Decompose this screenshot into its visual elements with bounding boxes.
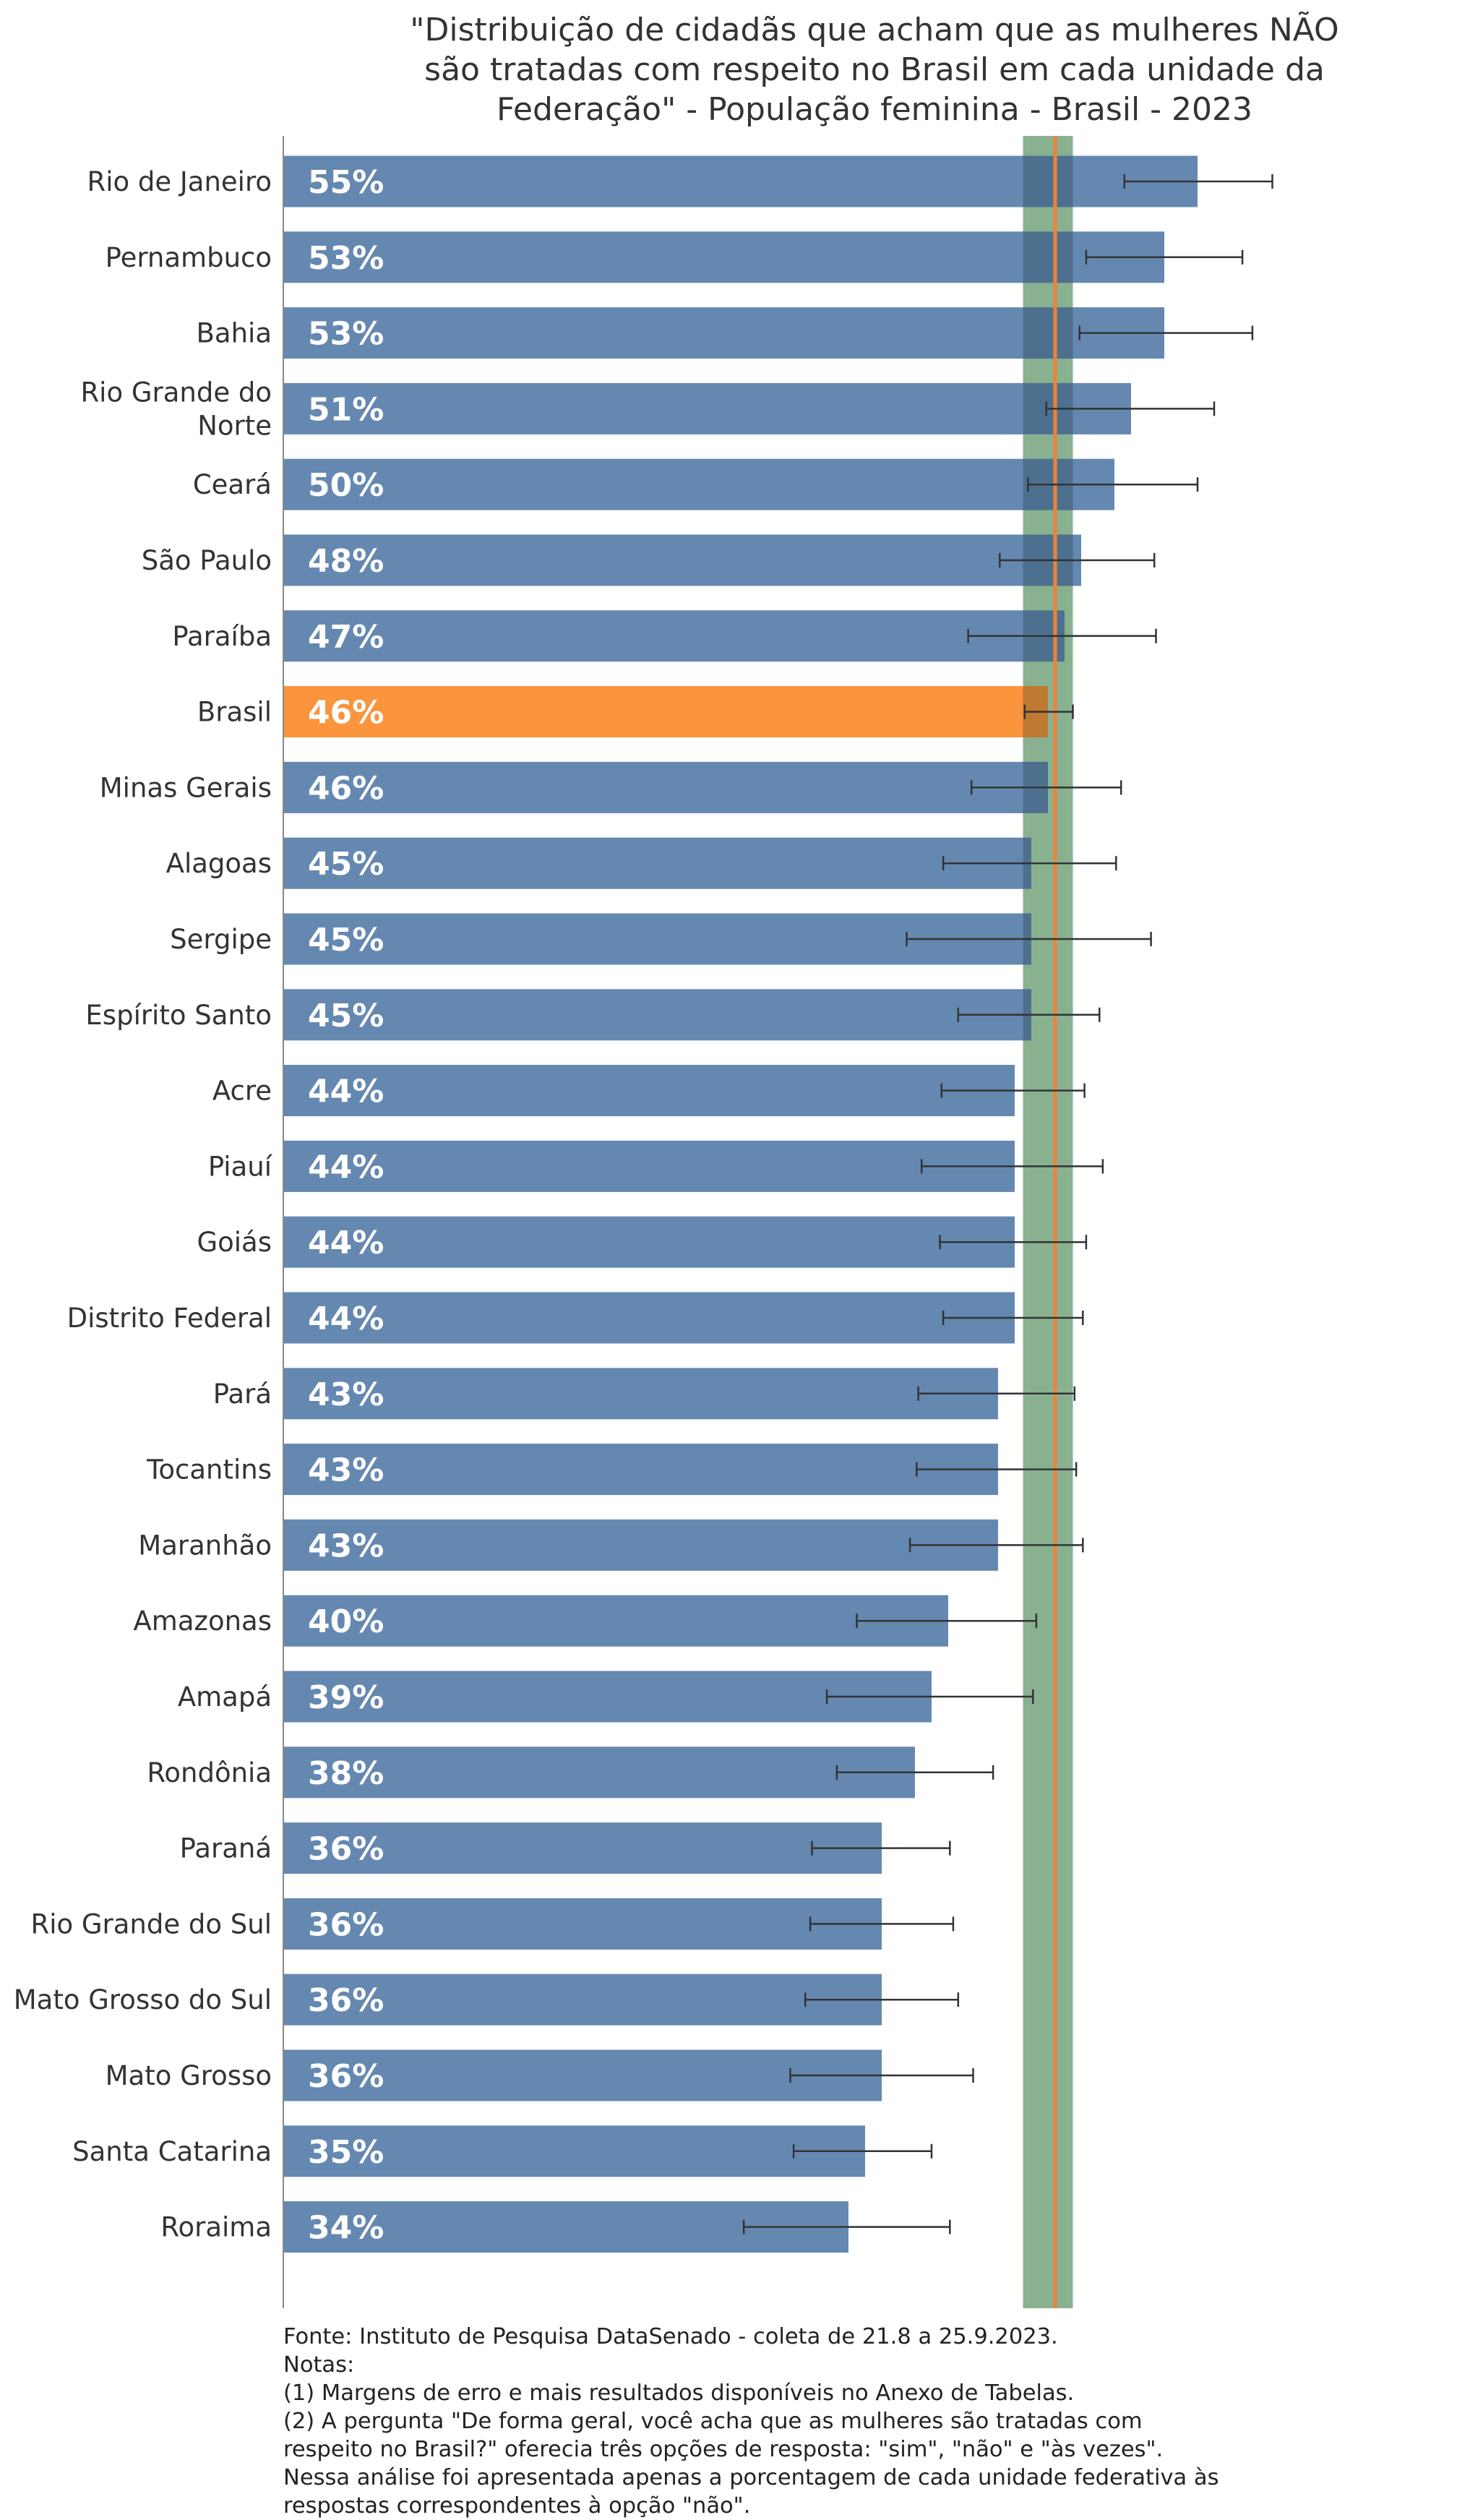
- bar-value-label: 44%: [308, 1149, 384, 1186]
- confidence-band-overlay: [1023, 136, 1073, 2308]
- bar: [283, 1671, 932, 1723]
- bar: [283, 231, 1164, 283]
- bar-value-label: 45%: [308, 998, 384, 1034]
- error-bars-layer: [742, 174, 1273, 2234]
- bar: [283, 1519, 998, 1571]
- notes-heading: Notas:: [283, 2352, 355, 2378]
- overlay-layer: [1023, 136, 1073, 2308]
- bar-value-label: 35%: [308, 2134, 384, 2171]
- category-label: Acre: [212, 1076, 272, 1107]
- source-note: Fonte: Instituto de Pesquisa DataSenado …: [283, 2324, 1058, 2349]
- bar-value-label: 36%: [308, 2058, 384, 2095]
- category-label: Roraima: [160, 2212, 272, 2243]
- bar-value-label: 47%: [308, 619, 384, 656]
- bar: [283, 1292, 1015, 1344]
- bar: [283, 1595, 948, 1647]
- bar-value-label: 45%: [308, 846, 384, 883]
- category-label: Mato Grosso do Sul: [14, 1984, 272, 2015]
- bar-value-label: 36%: [308, 1831, 384, 1868]
- bar-value-label: 51%: [308, 391, 384, 428]
- category-label: Mato Grosso: [106, 2060, 272, 2091]
- bar-value-label: 55%: [308, 164, 384, 201]
- bar-value-label: 53%: [308, 316, 384, 353]
- category-label: Rio de Janeiro: [87, 166, 272, 197]
- category-label: Paraná: [180, 1833, 272, 1864]
- bar: [283, 382, 1131, 434]
- bar-value-label: 53%: [308, 240, 384, 277]
- bar: [283, 610, 1065, 662]
- bar: [283, 458, 1114, 510]
- bar-value-label: 40%: [308, 1603, 384, 1640]
- category-label: Distrito Federal: [67, 1303, 272, 1334]
- bar-value-label: 43%: [308, 1376, 384, 1413]
- note-1: (1) Margens de erro e mais resultados di…: [283, 2380, 1075, 2406]
- bar-value-label: 48%: [308, 543, 384, 580]
- bar-value-label: 45%: [308, 922, 384, 959]
- bar: [283, 534, 1081, 586]
- bar: [283, 989, 1031, 1041]
- bar-value-label: 36%: [308, 1906, 384, 1943]
- notes-block: Fonte: Instituto de Pesquisa DataSenado …: [283, 2323, 1223, 2520]
- bar-value-label: 46%: [308, 770, 384, 807]
- category-label: Rondônia: [147, 1757, 272, 1788]
- category-label: Ceará: [193, 469, 272, 500]
- bar-value-label: 39%: [308, 1679, 384, 1716]
- category-label: Pernambuco: [106, 242, 272, 273]
- category-label: Amazonas: [134, 1606, 272, 1637]
- bar-value-label: 50%: [308, 467, 384, 504]
- category-label: Bahia: [197, 318, 272, 349]
- chart-title: "Distribuição de cidadãs que acham que a…: [410, 11, 1338, 128]
- bar: [283, 1140, 1015, 1192]
- category-label: Goiás: [197, 1227, 272, 1258]
- bar: [283, 2125, 865, 2177]
- bar: [283, 1973, 882, 2026]
- bar-value-label: 44%: [308, 1073, 384, 1110]
- category-label: Espírito Santo: [85, 1000, 272, 1031]
- bar-value-label: 34%: [308, 2210, 384, 2247]
- bar-value-label: 43%: [308, 1527, 384, 1564]
- category-label: Rio Grande do Sul: [30, 1908, 272, 1940]
- category-label: Tocantins: [146, 1454, 272, 1486]
- bar-value-label: 44%: [308, 1225, 384, 1261]
- category-label: Brasil: [197, 697, 272, 728]
- bar-value-label: 38%: [308, 1755, 384, 1792]
- labels-layer: 55% Rio de Janeiro 53% Pernambuco 53% Bahia 51…: [14, 164, 384, 2247]
- category-label: Paraíba: [172, 621, 272, 652]
- bar: [283, 1368, 998, 1420]
- bar: [283, 1216, 1015, 1268]
- bar-value-label: 43%: [308, 1452, 384, 1489]
- bar: [283, 1444, 998, 1496]
- category-label: Maranhão: [138, 1530, 272, 1561]
- bar-value-label: 44%: [308, 1300, 384, 1337]
- chart-title-line: Federação" - População feminina - Brasil…: [497, 91, 1252, 128]
- category-label: Norte: [197, 410, 272, 441]
- bar: [283, 1065, 1015, 1117]
- category-label: Pará: [213, 1379, 272, 1410]
- category-label: Sergipe: [170, 924, 272, 955]
- note-2: (2) A pergunta "De forma geral, você ach…: [283, 2409, 1219, 2519]
- bar-value-label: 36%: [308, 1982, 384, 2019]
- category-label: Santa Catarina: [72, 2136, 272, 2167]
- bar: [283, 1898, 882, 1950]
- category-label: Rio Grande do: [80, 377, 272, 408]
- bar: [283, 837, 1031, 889]
- bar: [283, 1747, 915, 1799]
- bar-value-label: 46%: [308, 695, 384, 732]
- chart-title-line: são tratadas com respeito no Brasil em c…: [424, 51, 1325, 88]
- bar: [283, 2049, 882, 2101]
- chart-title-line: "Distribuição de cidadãs que acham que a…: [410, 11, 1338, 48]
- category-label: Piauí: [208, 1151, 273, 1182]
- category-label: São Paulo: [142, 545, 272, 576]
- category-label: Alagoas: [166, 848, 272, 879]
- bar: [283, 307, 1164, 359]
- bar: [283, 761, 1048, 813]
- bar: [283, 1822, 882, 1874]
- bar: [283, 686, 1048, 738]
- category-label: Amapá: [178, 1681, 272, 1713]
- category-label: Minas Gerais: [100, 772, 272, 803]
